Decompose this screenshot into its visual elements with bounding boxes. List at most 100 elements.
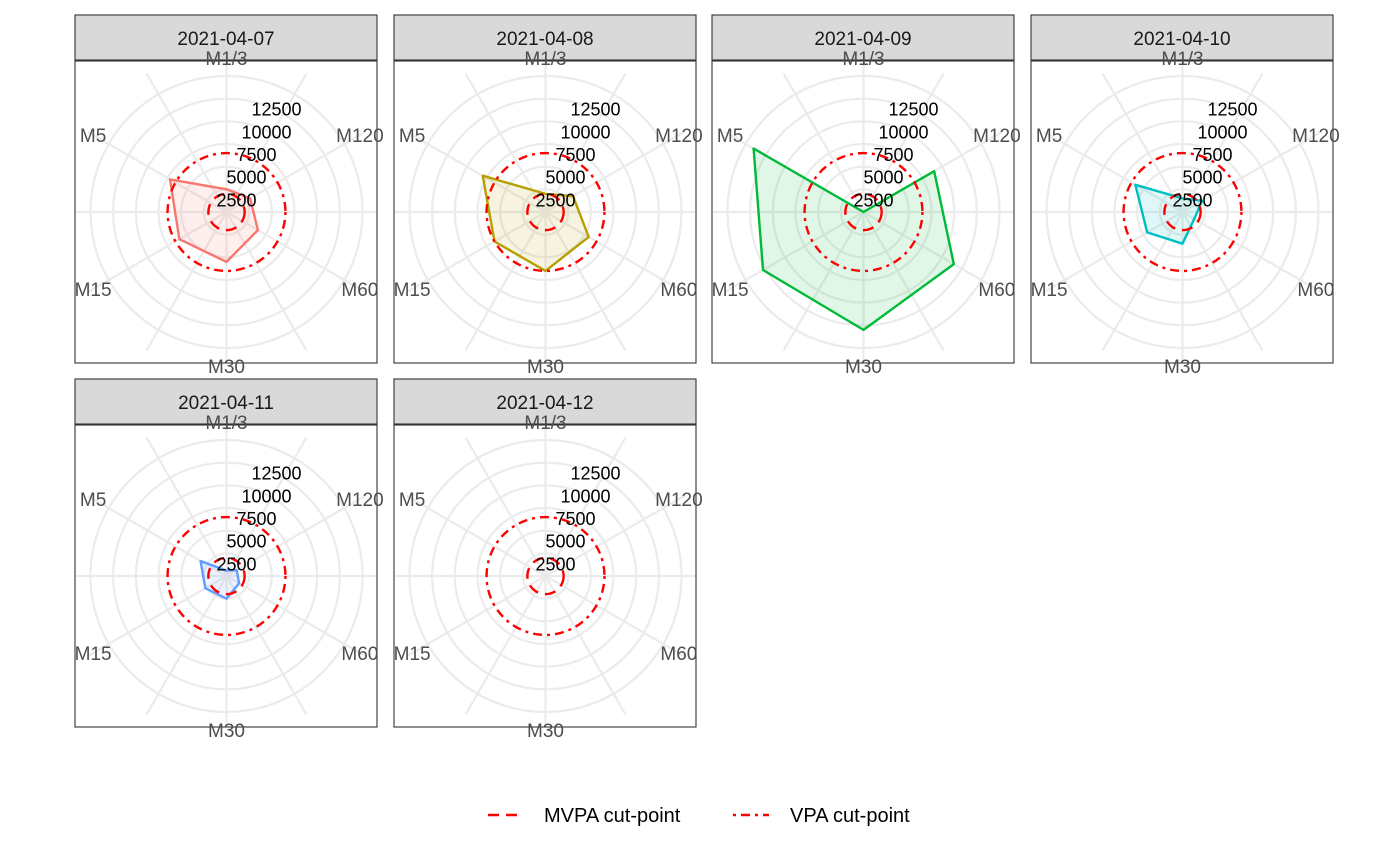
grid-circle [157,506,296,646]
grid-spoke [1181,211,1322,293]
grid-circle [817,165,910,259]
axis-label-M15: M15 [75,644,112,665]
grid-circle [1045,74,1320,350]
vpa-cutpoint-circle [803,151,924,273]
grid-spoke [1101,211,1184,352]
grid-spoke [87,575,228,657]
grid-spoke [145,211,228,352]
grid-circle [180,529,273,623]
grid-spoke [406,131,547,213]
facet-strip [393,378,697,425]
grid-circle [1158,188,1207,236]
radial-tick-label: 10000 [1197,122,1247,142]
grid-spoke [1043,131,1184,213]
axis-label-M30: M30 [208,721,245,742]
grid-circle [89,74,364,350]
axis-label-M5: M5 [80,490,106,511]
grid-circle [521,188,570,236]
radial-tick-label: 10000 [241,122,291,142]
facet-strip-label: 2021-04-09 [814,29,911,50]
grid-circle [431,461,660,691]
grid-spoke [145,72,228,213]
facet-panels: 2021-04-072500500075001000012500M1/3M120… [74,14,1340,742]
grid-circle [499,165,592,259]
grid-circle [180,165,273,259]
axis-label-M1/3: M1/3 [205,49,247,70]
grid-spoke [544,72,627,213]
radial-tick-label: 10000 [878,122,928,142]
axis-label-M120: M120 [973,126,1021,147]
panel-plot-area [1032,62,1332,362]
facet-strip-label: 2021-04-08 [496,29,593,50]
axis-label-M1/3: M1/3 [842,49,884,70]
radial-tick-label: 10000 [560,122,610,142]
radial-tick-label: 10000 [241,486,291,506]
grid-circle [134,120,319,304]
grid-spoke [1181,131,1322,213]
grid-spoke [1181,72,1264,213]
grid-circle [1090,120,1275,304]
grid-spoke [225,211,366,293]
axis-label-M60: M60 [341,644,378,665]
facet-strip-label: 2021-04-12 [496,393,593,414]
grid-spoke [544,131,685,213]
panel-plot-area [76,426,376,726]
radial-tick-label: 5000 [863,168,903,188]
axis-label-M30: M30 [208,357,245,378]
grid-circle [112,461,341,691]
grid-circle [1068,97,1297,327]
mvpa-cutpoint-circle [1163,192,1202,232]
axis-label-M30: M30 [527,721,564,742]
legend-label-mvpa: MVPA cut-point [544,805,681,827]
axis-label-M120: M120 [655,490,703,511]
grid-circle [408,74,683,350]
axis-label-M120: M120 [336,126,384,147]
axis-label-M5: M5 [1036,126,1062,147]
grid-circle [499,529,592,623]
radial-tick-label: 5000 [545,168,585,188]
grid-spoke [544,211,685,293]
radial-tick-label: 2500 [216,190,256,210]
grid-circle [453,120,638,304]
radial-tick-label: 5000 [1182,168,1222,188]
radial-tick-label: 5000 [226,532,266,552]
grid-circle [112,97,341,327]
grid-spoke [464,211,547,352]
axis-label-M120: M120 [1292,126,1340,147]
grid-spoke [1101,72,1184,213]
grid-circle [1136,165,1229,259]
grid-circle [794,142,933,282]
grid-circle [89,438,364,714]
radial-tick-label: 5000 [226,168,266,188]
axis-label-M15: M15 [394,644,431,665]
axis-label-M30: M30 [845,357,882,378]
grid-spoke [724,211,865,293]
grid-circle [726,74,1001,350]
grid-spoke [544,575,685,657]
radial-tick-label: 2500 [535,190,575,210]
axis-label-M120: M120 [336,490,384,511]
legend-label-vpa: VPA cut-point [790,805,910,827]
grid-circle [749,97,978,327]
radial-tick-label: 12500 [888,100,938,120]
data-polygon [168,178,260,264]
radial-tick-label: 12500 [570,100,620,120]
axis-label-M15: M15 [712,280,749,301]
radial-tick-label: 10000 [560,486,610,506]
radial-tick-label: 2500 [216,554,256,574]
facet-strip-label: 2021-04-11 [178,393,274,414]
grid-circle [476,142,615,282]
grid-spoke [1181,211,1264,352]
axis-label-M60: M60 [978,280,1015,301]
grid-spoke [544,436,627,577]
radial-tick-label: 7500 [873,145,913,165]
axis-label-M1/3: M1/3 [524,413,566,434]
grid-spoke [544,211,627,352]
facet-strip [1030,14,1334,61]
grid-spoke [406,495,547,577]
grid-circle [453,484,638,668]
